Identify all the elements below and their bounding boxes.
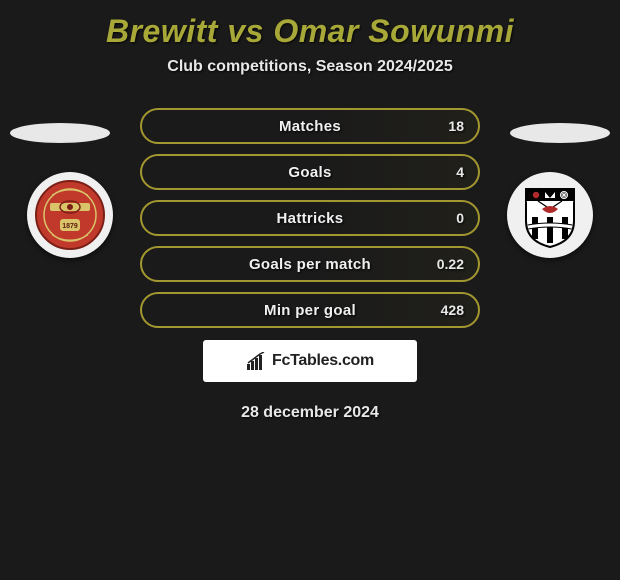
stats-list: Matches18 Goals4 Hattricks0 Goals per match… (140, 108, 480, 328)
stat-label: Matches (142, 118, 478, 135)
club-badge-left: 1879 (27, 172, 113, 258)
footer-date: 28 december 2024 (0, 404, 620, 422)
crest-year: 1879 (62, 223, 78, 230)
stat-value-right: 0 (456, 210, 464, 226)
player-left-placeholder (10, 123, 110, 143)
stat-value-right: 4 (456, 164, 464, 180)
comparison-area: 1879 (0, 108, 620, 328)
stat-label: Min per goal (142, 302, 478, 319)
comparison-card: Brewitt vs Omar Sowunmi Club competition… (0, 0, 620, 422)
page-title: Brewitt vs Omar Sowunmi (0, 5, 620, 58)
player-right-placeholder (510, 123, 610, 143)
stat-value-right: 428 (441, 302, 464, 318)
stat-value-right: 0.22 (437, 256, 464, 272)
stat-row: Goals4 (140, 154, 480, 190)
stat-row: Matches18 (140, 108, 480, 144)
stat-label: Goals (142, 164, 478, 181)
stat-label: Hattricks (142, 210, 478, 227)
stat-row: Goals per match0.22 (140, 246, 480, 282)
branding-text: FcTables.com (272, 352, 374, 370)
stat-row: Hattricks0 (140, 200, 480, 236)
club-badge-right (507, 172, 593, 258)
stat-value-right: 18 (448, 118, 464, 134)
stat-label: Goals per match (142, 256, 478, 273)
branding-badge: FcTables.com (203, 340, 417, 382)
stat-row: Min per goal428 (140, 292, 480, 328)
club-crest-left-icon: 1879 (34, 179, 106, 251)
subtitle: Club competitions, Season 2024/2025 (0, 58, 620, 108)
club-crest-right-icon (514, 179, 586, 251)
branding-bars-icon (246, 352, 268, 370)
